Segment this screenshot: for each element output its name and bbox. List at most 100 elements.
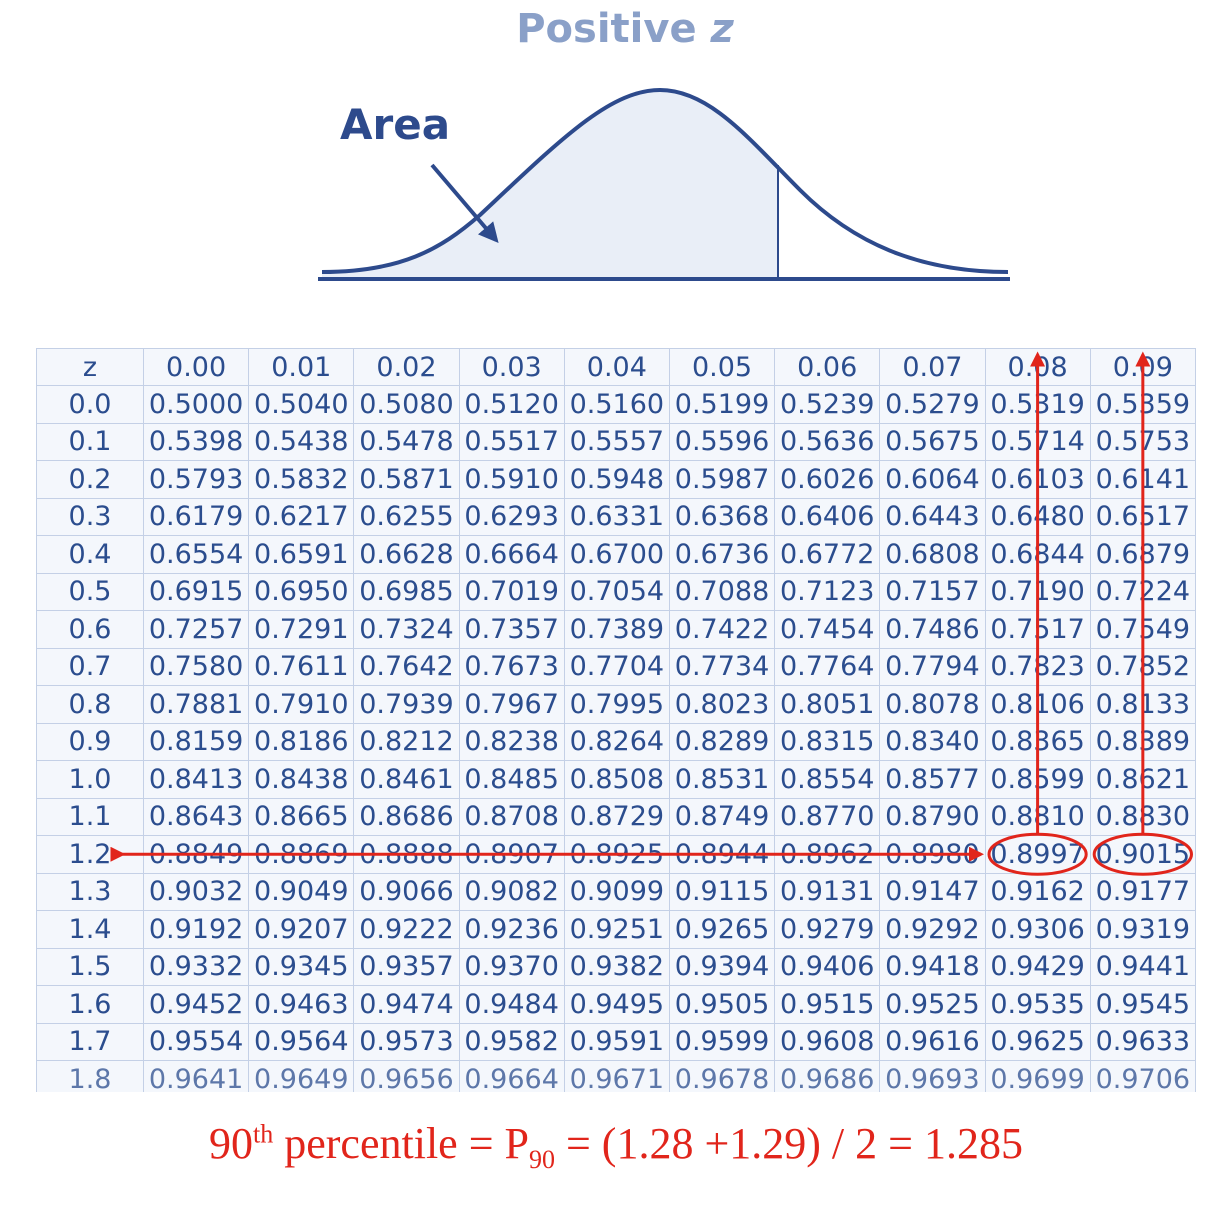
table-cell: 0.5319: [984, 385, 1091, 424]
table-cell: 0.9515: [774, 985, 881, 1024]
header-col-0.00: 0.00: [142, 348, 250, 386]
table-row: 0.3 0.6179 0.6217 0.6255 0.6293 0.6331 0.6368 0…: [36, 497, 1196, 536]
table-cell: 0.6217: [248, 497, 355, 536]
table-cell: 0.8810: [984, 797, 1091, 836]
table-cell: 0.6664: [458, 535, 565, 574]
row-z-value: 0.9: [36, 722, 144, 761]
row-z-value: 0.4: [36, 535, 144, 574]
table-cell: 0.9292: [879, 910, 986, 949]
table-cell: 0.5987: [668, 460, 776, 499]
table-cell: 0.6808: [879, 535, 986, 574]
table-cell: 0.9535: [984, 985, 1091, 1024]
z-table-container: z 0.00 0.01 0.02 0.03 0.04 0.05 0.06 0.07 0.08 0.0…: [36, 348, 1196, 1092]
table-cell: 0.7673: [458, 647, 565, 686]
table-cell: 0.6844: [984, 535, 1091, 574]
row-z-value: 1.2: [36, 835, 144, 874]
header-z: z: [36, 348, 144, 386]
table-cell: 0.9699: [984, 1060, 1091, 1092]
table-cell: 0.9554: [142, 1022, 250, 1061]
table-cell: 0.7257: [142, 610, 250, 649]
table-cell: 0.5000: [142, 385, 250, 424]
table-cell: 0.8907: [458, 835, 565, 874]
row-z-value: 1.8: [36, 1060, 144, 1092]
table-cell: 0.8078: [879, 685, 986, 724]
table-cell: 0.6772: [774, 535, 881, 574]
table-cell: 0.9394: [668, 947, 776, 986]
table-row: 1.5 0.9332 0.9345 0.9357 0.9370 0.9382 0.9394 0…: [36, 947, 1196, 986]
table-cell: 0.8708: [458, 797, 565, 836]
table-cell: 0.7019: [458, 572, 565, 611]
table-cell: 0.9495: [563, 985, 670, 1024]
table-cell: 0.7054: [563, 572, 670, 611]
table-cell: 0.5517: [458, 422, 565, 461]
table-cell: 0.6985: [353, 572, 460, 611]
table-cell: 0.9591: [563, 1022, 670, 1061]
table-cell: 0.8159: [142, 722, 250, 761]
area-pointer-arrow: [430, 163, 499, 244]
table-cell: 0.7704: [563, 647, 670, 686]
table-cell: 0.6368: [668, 497, 776, 536]
table-cell: 0.7123: [774, 572, 881, 611]
table-body: 0.0 0.5000 0.5040 0.5080 0.5120 0.5160 0.5199 0…: [36, 385, 1196, 1092]
table-row: 1.8 0.9641 0.9649 0.9656 0.9664 0.9671 0.9678 0…: [36, 1060, 1196, 1092]
table-cell: 0.8997: [984, 835, 1091, 874]
table-cell: 0.8315: [774, 722, 881, 761]
table-cell: 0.9370: [458, 947, 565, 986]
table-cell: 0.5832: [248, 460, 355, 499]
table-cell: 0.9664: [458, 1060, 565, 1092]
table-cell: 0.9599: [668, 1022, 776, 1061]
formula-ordinal: th: [253, 1119, 274, 1149]
table-cell: 0.5199: [668, 385, 776, 424]
table-cell: 0.9032: [142, 872, 250, 911]
table-cell: 0.7764: [774, 647, 881, 686]
table-cell: 0.8577: [879, 760, 986, 799]
table-cell: 0.8888: [353, 835, 460, 874]
table-cell: 0.6591: [248, 535, 355, 574]
table-cell: 0.9319: [1089, 910, 1196, 949]
table-cell: 0.7157: [879, 572, 986, 611]
table-cell: 0.6064: [879, 460, 986, 499]
table-cell: 0.8944: [668, 835, 776, 874]
table-cell: 0.5753: [1089, 422, 1196, 461]
table-cell: 0.8621: [1089, 760, 1196, 799]
row-z-value: 0.8: [36, 685, 144, 724]
figure-title-variable: z: [710, 6, 734, 52]
table-cell: 0.9671: [563, 1060, 670, 1092]
table-cell: 0.7611: [248, 647, 355, 686]
table-row: 0.1 0.5398 0.5438 0.5478 0.5517 0.5557 0.5596 0…: [36, 422, 1196, 461]
table-cell: 0.9545: [1089, 985, 1196, 1024]
table-row: 1.0 0.8413 0.8438 0.8461 0.8485 0.8508 0.8531 0…: [36, 760, 1196, 799]
header-col-0.01: 0.01: [248, 348, 355, 386]
row-z-value: 1.1: [36, 797, 144, 836]
table-cell: 0.5557: [563, 422, 670, 461]
figure-title: Positive z: [480, 6, 770, 52]
table-row: 0.6 0.7257 0.7291 0.7324 0.7357 0.7389 0.7422 0…: [36, 610, 1196, 649]
table-cell: 0.8461: [353, 760, 460, 799]
header-col-0.09: 0.09: [1089, 348, 1196, 386]
table-cell: 0.8389: [1089, 722, 1196, 761]
table-cell: 0.7517: [984, 610, 1091, 649]
table-cell: 0.5279: [879, 385, 986, 424]
table-cell: 0.8729: [563, 797, 670, 836]
table-cell: 0.9573: [353, 1022, 460, 1061]
table-cell: 0.5478: [353, 422, 460, 461]
percentile-formula: 90th percentile = P90 = (1.28 +1.29) / 2…: [0, 1118, 1232, 1175]
table-cell: 0.6879: [1089, 535, 1196, 574]
header-col-0.08: 0.08: [984, 348, 1091, 386]
table-cell: 0.9406: [774, 947, 881, 986]
table-cell: 0.9382: [563, 947, 670, 986]
table-row: 0.0 0.5000 0.5040 0.5080 0.5120 0.5160 0.5199 0…: [36, 385, 1196, 424]
table-cell: 0.6179: [142, 497, 250, 536]
table-cell: 0.9678: [668, 1060, 776, 1092]
table-cell: 0.7852: [1089, 647, 1196, 686]
row-z-value: 1.4: [36, 910, 144, 949]
table-cell: 0.8869: [248, 835, 355, 874]
table-cell: 0.9641: [142, 1060, 250, 1092]
table-cell: 0.8599: [984, 760, 1091, 799]
table-cell: 0.5438: [248, 422, 355, 461]
table-cell: 0.5398: [142, 422, 250, 461]
table-cell: 0.8749: [668, 797, 776, 836]
table-cell: 0.7224: [1089, 572, 1196, 611]
table-cell: 0.5596: [668, 422, 776, 461]
table-cell: 0.7642: [353, 647, 460, 686]
